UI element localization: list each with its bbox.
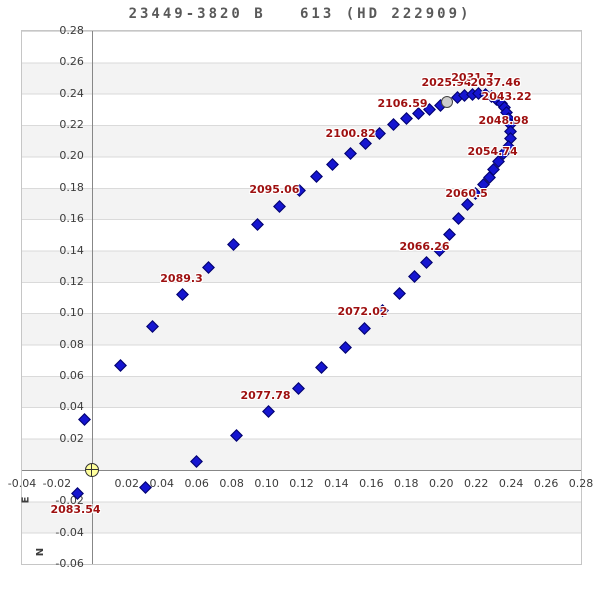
orbit-point bbox=[419, 256, 433, 270]
x-tick-label: 0.20 bbox=[429, 476, 454, 490]
orbit-point bbox=[392, 287, 406, 301]
y-tick-label: 0.02 bbox=[59, 431, 84, 445]
orbit-point bbox=[309, 169, 323, 183]
y-tick-label: 0.16 bbox=[59, 212, 84, 226]
orbit-point bbox=[176, 288, 190, 302]
epoch-year-label: 2095.06 bbox=[249, 182, 300, 196]
epoch-year-label: 2025.94 bbox=[421, 76, 472, 90]
primary-star-marker bbox=[84, 462, 99, 477]
orbit-point bbox=[189, 454, 203, 468]
page-title: 23449-3820 B 613 (HD 222909) bbox=[128, 6, 472, 22]
orbit-point bbox=[399, 112, 413, 125]
orbit-point bbox=[114, 359, 128, 372]
x-tick-label: 0.22 bbox=[463, 476, 489, 490]
x-tick-label: 0.12 bbox=[289, 476, 314, 490]
x-tick-label: 0.04 bbox=[149, 476, 175, 490]
epoch-year-label: 2031.7 bbox=[451, 71, 494, 85]
epoch-year-label: 2106.59 bbox=[377, 97, 428, 111]
epoch-year-label: 2048.98 bbox=[478, 113, 529, 127]
epoch-year-label: 2072.02 bbox=[337, 305, 388, 319]
orbit-point bbox=[338, 341, 352, 354]
y-tick-label: 0.04 bbox=[59, 400, 84, 414]
orbit-point bbox=[146, 320, 160, 334]
epoch-year-label: 2100.82 bbox=[325, 127, 376, 140]
x-tick-label: 0.08 bbox=[219, 476, 244, 490]
y-tick-label: 0.28 bbox=[59, 24, 84, 37]
y-axis-line bbox=[91, 31, 93, 564]
y-tick-label: -0.04 bbox=[55, 525, 84, 539]
x-tick-label: 0.28 bbox=[568, 476, 594, 490]
x-tick-label: 0.16 bbox=[359, 476, 384, 490]
y-tick-label: 0.08 bbox=[59, 337, 84, 351]
y-tick-label: 0.06 bbox=[59, 368, 84, 382]
x-axis-direction-label: E bbox=[20, 496, 32, 504]
orbit-point bbox=[386, 118, 400, 131]
x-tick-label: 0.26 bbox=[533, 476, 559, 490]
epoch-year-label: 2060.5 bbox=[445, 186, 488, 200]
epoch-year-label: 2083.54 bbox=[50, 503, 101, 517]
x-tick-label: 0.10 bbox=[254, 476, 279, 490]
x-tick-label: -0.04 bbox=[7, 476, 37, 490]
x-tick-label: 0.02 bbox=[114, 476, 140, 490]
epoch-year-label: 2077.78 bbox=[240, 388, 291, 402]
orbit-point bbox=[314, 361, 328, 374]
current-epoch-marker bbox=[441, 95, 453, 108]
epoch-year-label: 2054.74 bbox=[467, 144, 518, 158]
x-tick-label: 0.06 bbox=[184, 476, 209, 490]
x-tick-label: 0.14 bbox=[324, 476, 349, 490]
orbit-point bbox=[325, 157, 339, 171]
y-tick-label: 0.12 bbox=[59, 274, 84, 288]
y-tick-label: 0.24 bbox=[59, 86, 84, 100]
plot-area: 0.28 0.26 0.24 0.22 0.20 0.18 0.16 0.14 0.12 0.10… bbox=[8, 25, 593, 570]
x-tick-label: -0.02 bbox=[42, 476, 72, 490]
epoch-year-label: 2037.46 bbox=[470, 76, 521, 90]
y-tick-label: 0.22 bbox=[59, 118, 84, 132]
orbit-point bbox=[407, 270, 421, 284]
epoch-year-label: 2043.22 bbox=[481, 90, 532, 104]
orbit-point bbox=[460, 197, 474, 211]
y-tick-label: 0.10 bbox=[59, 306, 84, 320]
orbit-point bbox=[229, 428, 243, 442]
orbit-point bbox=[272, 199, 286, 213]
y-tick-label: -0.06 bbox=[55, 557, 84, 570]
x-axis-line bbox=[22, 469, 581, 471]
y-tick-label: 0.18 bbox=[59, 180, 84, 194]
y-tick-label: 0.26 bbox=[59, 55, 84, 69]
orbit-point bbox=[227, 237, 241, 251]
x-tick-label: 0.18 bbox=[394, 476, 419, 490]
y-tick-label: 0.20 bbox=[59, 149, 84, 163]
orbit-point bbox=[291, 381, 305, 395]
orbit-point bbox=[451, 211, 465, 225]
orbit-point bbox=[261, 404, 275, 418]
orbit-point bbox=[250, 217, 264, 231]
orbit-point bbox=[358, 322, 372, 335]
y-tick-label: 0.14 bbox=[59, 243, 84, 257]
orbit-point bbox=[442, 227, 456, 241]
y-axis-direction-label: N bbox=[35, 547, 47, 557]
epoch-year-label: 2066.26 bbox=[399, 239, 450, 253]
epoch-year-label: 2089.3 bbox=[160, 272, 203, 286]
orbit-point bbox=[202, 261, 216, 275]
x-tick-label: 0.24 bbox=[498, 476, 524, 490]
orbit-point bbox=[344, 147, 358, 160]
orbit-point bbox=[78, 412, 92, 426]
